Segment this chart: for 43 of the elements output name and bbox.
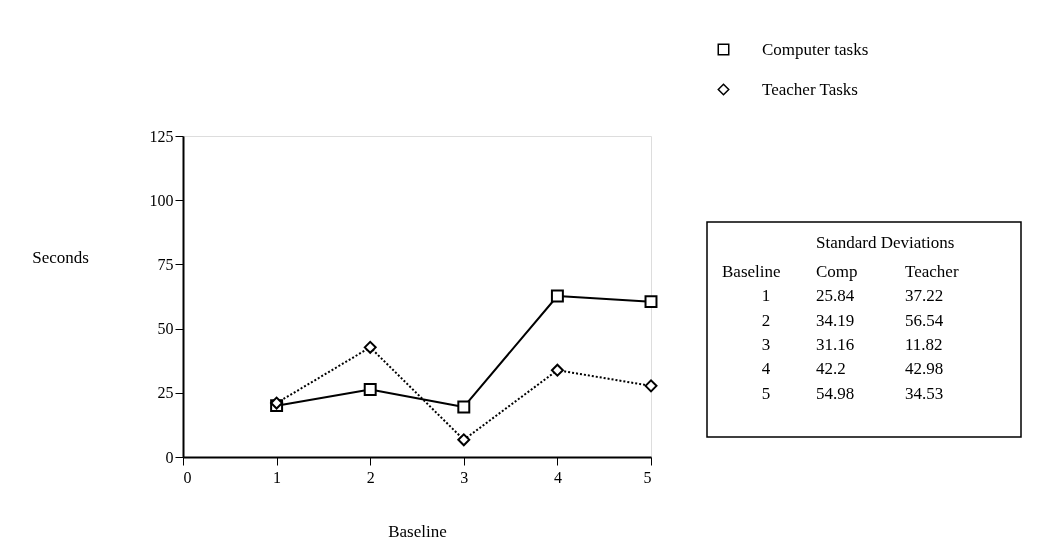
text: 54.98 — [816, 383, 855, 403]
legend-label: Teacher Tasks — [762, 79, 858, 99]
text: 42.98 — [905, 359, 944, 379]
y-tick-label: 25 — [157, 384, 174, 402]
y-tick-label: 125 — [149, 127, 174, 145]
text: 11.82 — [905, 334, 943, 354]
text: 2 — [761, 310, 771, 330]
x-tick-label: 4 — [553, 468, 562, 486]
text: 3 — [761, 334, 771, 354]
text: 31.16 — [816, 334, 855, 354]
text: 1 — [761, 286, 771, 306]
text: Comp — [816, 262, 858, 281]
y-axis-title: Seconds — [32, 247, 89, 267]
point — [644, 379, 658, 393]
x-tick-label: 1 — [273, 468, 282, 486]
point — [363, 340, 377, 354]
text: 42.2 — [816, 359, 846, 379]
x-tick-label: 2 — [366, 468, 375, 486]
text: Standard Deviations — [816, 233, 955, 252]
x-tick-label: 3 — [460, 468, 469, 486]
point — [457, 400, 471, 414]
point — [644, 295, 658, 309]
text: 37.22 — [905, 286, 944, 306]
y-tick-label: 75 — [157, 255, 174, 273]
text: 56.54 — [905, 310, 944, 330]
y-tick-label: 100 — [149, 191, 174, 209]
text: 4 — [761, 359, 771, 379]
x-tick-label: 0 — [183, 468, 192, 486]
legend-label: Computer tasks — [762, 39, 869, 59]
text: Baseline — [722, 262, 781, 281]
point — [457, 433, 471, 447]
y-tick-label: 50 — [157, 320, 174, 338]
y-tick-label: 0 — [165, 448, 174, 466]
text: 34.53 — [905, 383, 944, 403]
x-tick-label: 5 — [643, 468, 652, 486]
point — [550, 363, 564, 377]
text: 34.19 — [816, 310, 855, 330]
text: Teacher — [905, 262, 959, 281]
text: 5 — [761, 383, 771, 403]
x-axis-title: Baseline — [388, 521, 447, 541]
point — [550, 289, 564, 303]
text: 25.84 — [816, 286, 855, 306]
point — [363, 382, 377, 396]
